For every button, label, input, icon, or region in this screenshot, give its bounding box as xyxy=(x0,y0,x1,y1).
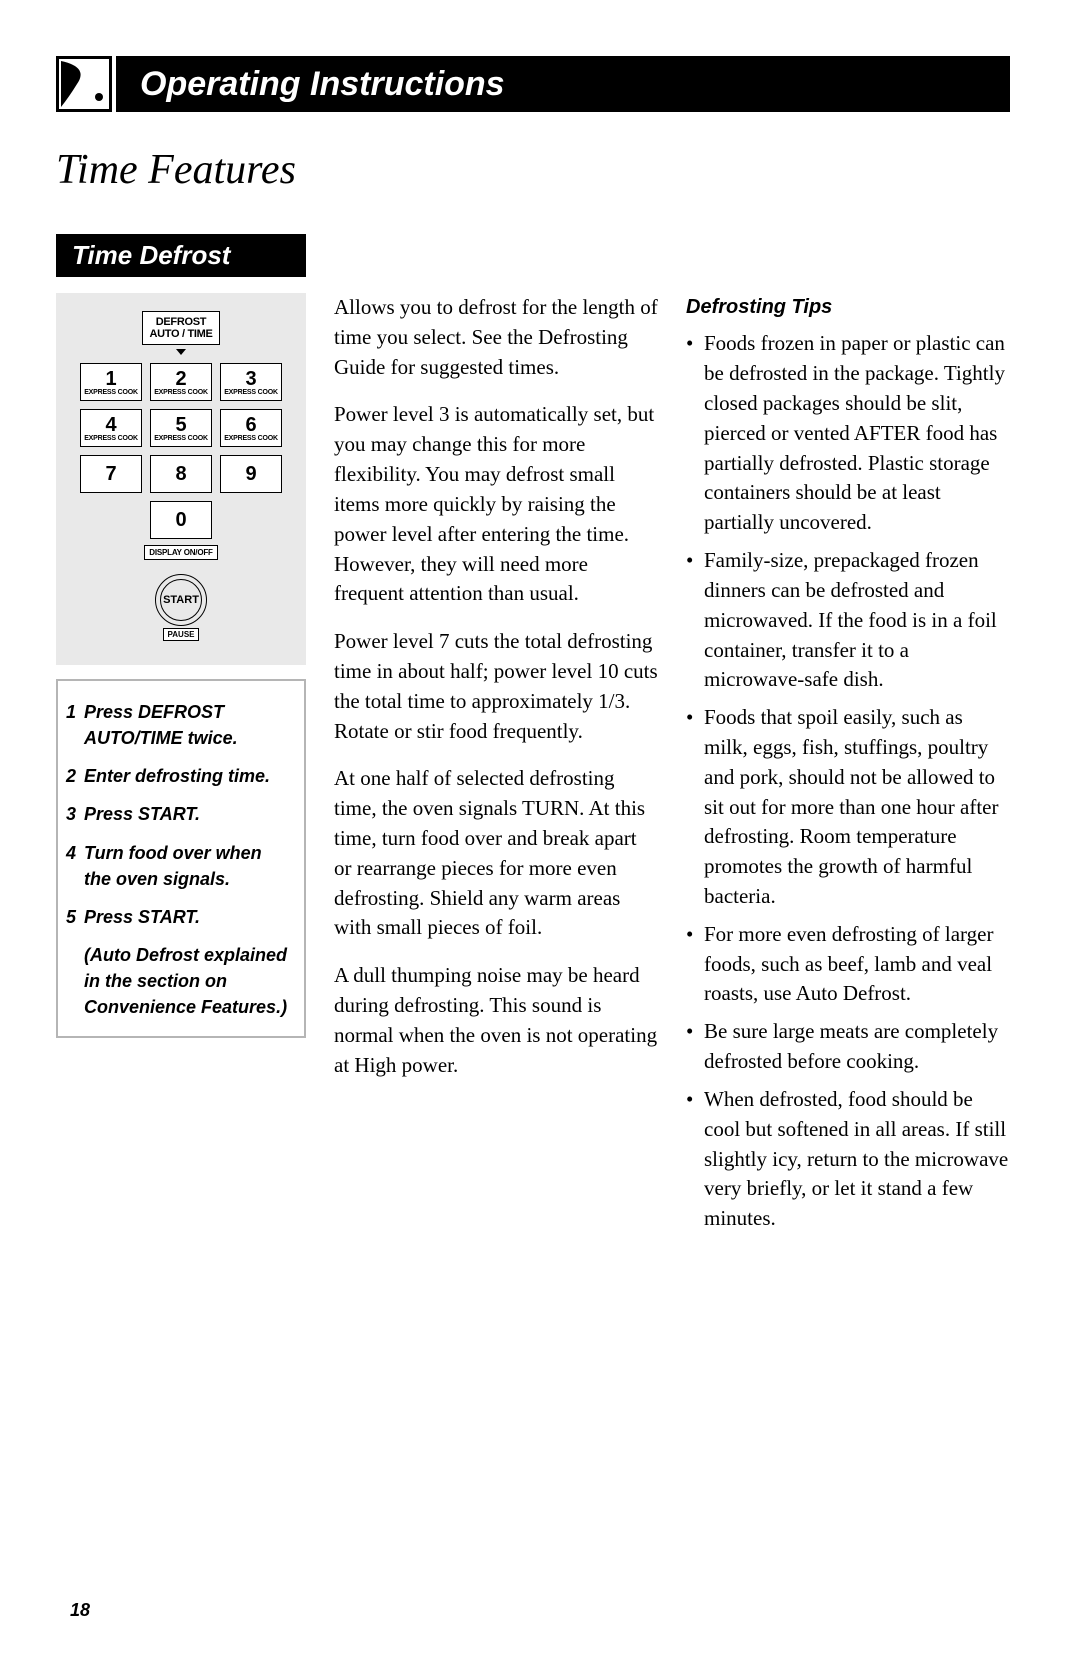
tip-item: Be sure large meats are completely defro… xyxy=(686,1017,1010,1077)
tip-item: Family-size, prepackaged frozen dinners … xyxy=(686,546,1010,695)
body-paragraph: Allows you to defrost for the length of … xyxy=(334,293,658,382)
column-middle: Allows you to defrost for the length of … xyxy=(334,293,658,1099)
step-item: 5Press START. xyxy=(62,904,288,930)
key-0: 0 xyxy=(150,501,212,539)
page-header: Operating Instructions xyxy=(56,56,1010,112)
content-grid: DEFROST AUTO / TIME 1EXPRESS COOK 2EXPRE… xyxy=(56,293,1010,1242)
defrost-label-2: AUTO / TIME xyxy=(149,328,212,340)
keypad-row: 4EXPRESS COOK 5EXPRESS COOK 6EXPRESS COO… xyxy=(80,409,282,447)
triangle-down-icon xyxy=(176,349,186,355)
key-1: 1EXPRESS COOK xyxy=(80,363,142,401)
key-4: 4EXPRESS COOK xyxy=(80,409,142,447)
page-number: 18 xyxy=(70,1600,90,1621)
key-3: 3EXPRESS COOK xyxy=(220,363,282,401)
step-item: 3Press START. xyxy=(62,801,288,827)
body-paragraph: A dull thumping noise may be heard durin… xyxy=(334,961,658,1080)
defrost-label-1: DEFROST xyxy=(149,316,212,328)
key-2: 2EXPRESS COOK xyxy=(150,363,212,401)
keypad-row: 1EXPRESS COOK 2EXPRESS COOK 3EXPRESS COO… xyxy=(80,363,282,401)
pause-label: PAUSE xyxy=(163,628,200,641)
key-7: 7 xyxy=(80,455,142,493)
defrost-button: DEFROST AUTO / TIME xyxy=(142,311,219,345)
tip-item: For more even defrosting of larger foods… xyxy=(686,920,1010,1009)
keypad-row: 7 8 9 xyxy=(80,455,282,493)
keypad-row: 0 xyxy=(150,501,212,539)
display-label: DISPLAY ON/OFF xyxy=(144,545,217,560)
tips-list: Foods frozen in paper or plastic can be … xyxy=(686,329,1010,1234)
tip-item: When defrosted, food should be cool but … xyxy=(686,1085,1010,1234)
key-5: 5EXPRESS COOK xyxy=(150,409,212,447)
page-title: Time Features xyxy=(56,146,1010,194)
header-icon xyxy=(56,56,112,112)
tip-item: Foods that spoil easily, such as milk, e… xyxy=(686,703,1010,912)
column-right: Defrosting Tips Foods frozen in paper or… xyxy=(686,293,1010,1242)
body-paragraph: Power level 3 is automatically set, but … xyxy=(334,400,658,609)
body-paragraph: Power level 7 cuts the total defrosting … xyxy=(334,627,658,746)
start-button: START xyxy=(155,574,207,626)
key-8: 8 xyxy=(150,455,212,493)
tip-item: Foods frozen in paper or plastic can be … xyxy=(686,329,1010,538)
key-6: 6EXPRESS COOK xyxy=(220,409,282,447)
step-item: 1Press DEFROST AUTO/TIME twice. xyxy=(62,699,288,751)
tips-heading: Defrosting Tips xyxy=(686,293,1010,321)
header-title: Operating Instructions xyxy=(116,56,1010,112)
step-item: 4Turn food over when the oven signals. xyxy=(62,840,288,892)
column-left: DEFROST AUTO / TIME 1EXPRESS COOK 2EXPRE… xyxy=(56,293,306,1038)
steps-box: 1Press DEFROST AUTO/TIME twice. 2Enter d… xyxy=(56,679,306,1038)
steps-note: (Auto Defrost explained in the section o… xyxy=(62,942,288,1020)
keypad-illustration: DEFROST AUTO / TIME 1EXPRESS COOK 2EXPRE… xyxy=(56,293,306,665)
step-item: 2Enter defrosting time. xyxy=(62,763,288,789)
section-heading: Time Defrost xyxy=(56,234,306,277)
key-9: 9 xyxy=(220,455,282,493)
body-paragraph: At one half of selected defrosting time,… xyxy=(334,764,658,943)
